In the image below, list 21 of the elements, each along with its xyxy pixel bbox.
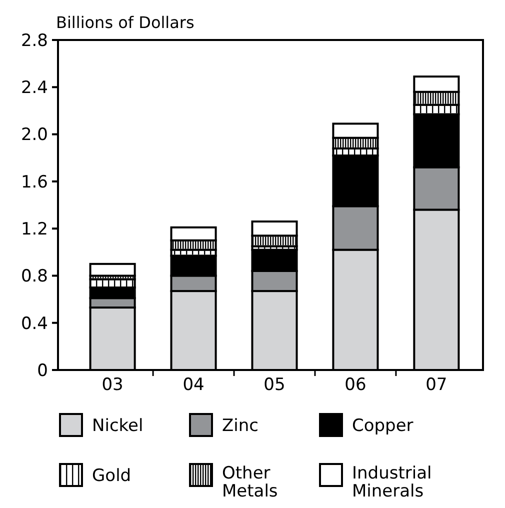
y-tick-label: 2.8	[20, 30, 48, 51]
y-tick-label: 2.0	[20, 125, 48, 146]
x-tick-label: 05	[264, 375, 286, 395]
y-tick-label: 0	[37, 360, 48, 381]
x-tick-label: 06	[344, 375, 366, 395]
legend-label: Zinc	[222, 416, 258, 436]
y-tick-label: 0.4	[20, 314, 48, 334]
y-tick-label: 1.2	[20, 220, 48, 240]
legend-label: Other Metals	[222, 463, 278, 502]
x-tick-label: 07	[426, 375, 448, 395]
y-tick-label: 0.8	[20, 266, 48, 287]
bar	[89, 262, 136, 277]
legend-label: Nickel	[92, 416, 144, 436]
legend-label: Copper	[352, 416, 414, 436]
legend-label: Industrial Minerals	[352, 463, 432, 502]
y-tick-label: 2.4	[20, 78, 48, 98]
x-tick-label: 03	[102, 375, 124, 395]
y-tick-label: 1.6	[20, 172, 48, 192]
y-axis-title: Billions of Dollars	[56, 13, 194, 32]
x-tick-label: 04	[182, 375, 204, 395]
legend-label: Gold	[92, 466, 132, 486]
